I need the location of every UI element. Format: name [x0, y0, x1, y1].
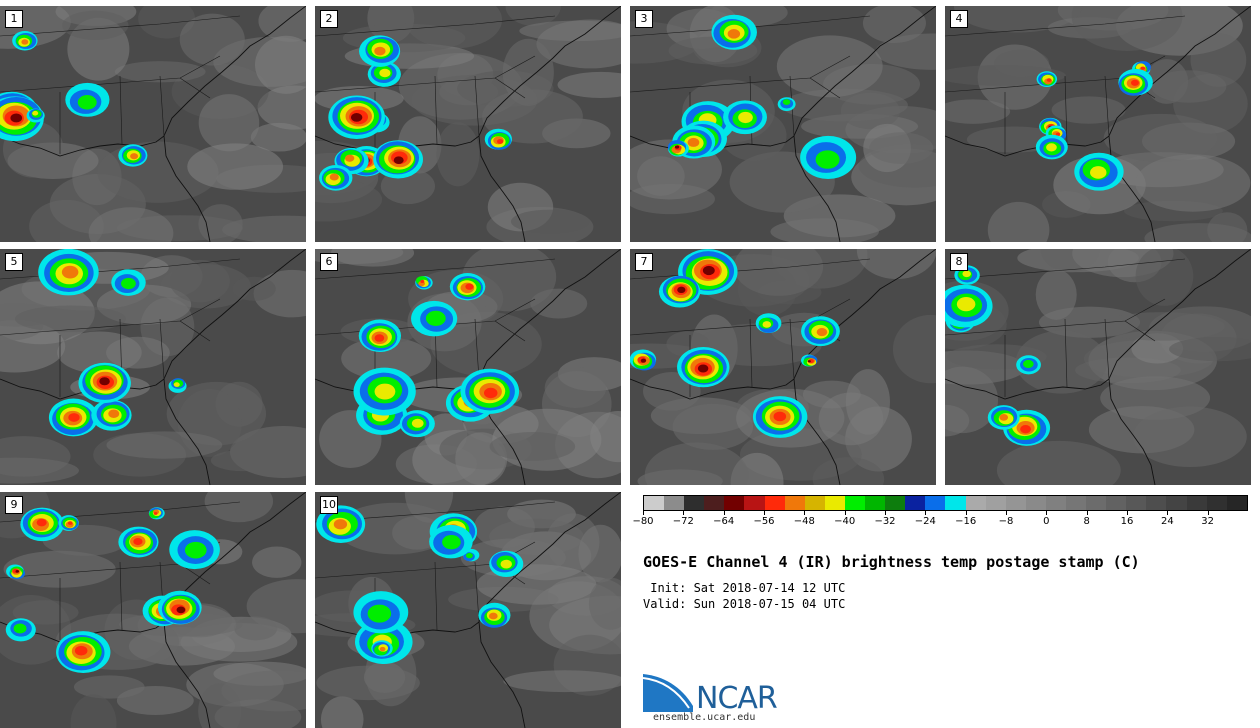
panel-number-label: 2 — [320, 10, 338, 28]
ensemble-member-panel: 2 — [315, 6, 621, 242]
colorbar-swatch — [844, 496, 866, 510]
colorbar-swatch — [1106, 496, 1127, 510]
satellite-ir-map — [630, 249, 936, 485]
ensemble-member-panel: 3 — [630, 6, 936, 242]
colorbar-swatch — [945, 496, 966, 510]
colorbar-tick — [764, 511, 765, 515]
panel-number-label: 8 — [950, 253, 968, 271]
ncar-logo-text: NCAR — [696, 681, 778, 716]
satellite-ir-map — [0, 249, 306, 485]
colorbar-tick-label: 8 — [1083, 516, 1090, 527]
colorbar-tick-label: 0 — [1043, 516, 1050, 527]
colorbar-tick — [1006, 511, 1007, 515]
colorbar-swatch — [985, 496, 1006, 510]
colorbar-tick-label: −8 — [998, 516, 1014, 527]
colorbar-swatch — [1166, 496, 1187, 510]
colorbar-tick-label: −80 — [632, 516, 654, 527]
ensemble-member-panel: 6 — [315, 249, 621, 485]
ensemble-member-panel: 10 — [315, 492, 621, 728]
colorbar-tick-label: −56 — [753, 516, 775, 527]
colorbar-swatch — [784, 496, 805, 510]
colorbar — [643, 495, 1248, 511]
satellite-ir-map — [315, 492, 621, 728]
colorbar-swatch — [1025, 496, 1046, 510]
satellite-ir-map — [945, 6, 1251, 242]
colorbar-tick — [965, 511, 967, 515]
colorbar-tick-label: −48 — [793, 516, 815, 527]
panel-number-label: 7 — [635, 253, 653, 271]
colorbar-swatch — [865, 496, 886, 510]
colorbar-swatch — [684, 496, 705, 510]
colorbar-tick — [1086, 511, 1088, 515]
colorbar-tick-label: −32 — [874, 516, 896, 527]
colorbar-tick-label: −72 — [672, 516, 694, 527]
colorbar-tick-label: 32 — [1201, 516, 1215, 527]
colorbar-swatch — [1206, 496, 1227, 510]
ensemble-member-panel: 7 — [630, 249, 936, 485]
ensemble-member-panel: 9 — [0, 492, 306, 728]
colorbar-tick — [804, 511, 806, 515]
panel-number-label: 4 — [950, 10, 968, 28]
colorbar-tick — [1046, 511, 1048, 515]
satellite-ir-map — [315, 249, 621, 485]
panel-number-label: 3 — [635, 10, 653, 28]
colorbar-swatch — [1146, 496, 1167, 510]
figure-title: GOES-E Channel 4 (IR) brightness temp po… — [643, 553, 1140, 571]
colorbar-tick-label: −40 — [834, 516, 856, 527]
satellite-ir-map — [945, 249, 1251, 485]
colorbar-swatch — [1005, 496, 1026, 510]
colorbar-tick-label: −24 — [914, 516, 936, 527]
colorbar-swatch — [824, 496, 845, 510]
init-time: Init: Sat 2018-07-14 12 UTC — [643, 581, 846, 595]
colorbar-swatch — [965, 496, 986, 510]
colorbar-tick — [723, 511, 725, 515]
colorbar-tick — [1207, 511, 1209, 515]
colorbar-swatch — [664, 496, 685, 510]
colorbar-tick — [1167, 511, 1169, 515]
satellite-ir-map — [0, 492, 306, 728]
colorbar-swatch — [925, 496, 946, 510]
colorbar-tick — [1127, 511, 1128, 515]
colorbar-ticks: −80 −72 −64 −56 −48 −40 −32 −24 −16 −8 0 8 16 24 32 — [632, 511, 1248, 533]
colorbar-swatch — [1065, 496, 1087, 510]
colorbar-tick-label: 16 — [1120, 516, 1134, 527]
panel-number-label: 5 — [5, 253, 23, 271]
ncar-logo-icon — [643, 674, 693, 712]
colorbar-swatch — [704, 496, 725, 510]
ensemble-member-panel: 5 — [0, 249, 306, 485]
panel-number-label: 1 — [5, 10, 23, 28]
colorbar-swatch — [764, 496, 785, 510]
valid-time: Valid: Sun 2018-07-15 04 UTC — [643, 597, 846, 611]
panel-number-label: 9 — [5, 496, 23, 514]
colorbar-swatch — [1226, 496, 1247, 510]
colorbar-tick — [683, 511, 685, 515]
colorbar-tick — [643, 511, 644, 515]
panel-number-label: 10 — [320, 496, 338, 514]
colorbar-tick-label: 24 — [1160, 516, 1174, 527]
colorbar-swatch — [804, 496, 825, 510]
colorbar-swatch — [885, 496, 906, 510]
colorbar-swatch — [744, 496, 765, 510]
colorbar-swatch — [1045, 496, 1066, 510]
colorbar-tick-label: −16 — [955, 516, 977, 527]
ensemble-member-panel: 1 — [0, 6, 306, 242]
colorbar-tick — [925, 511, 927, 515]
ensemble-member-panel: 4 — [945, 6, 1251, 242]
logo-url: ensemble.ucar.edu — [653, 712, 756, 723]
panel-number-label: 6 — [320, 253, 338, 271]
colorbar-swatch — [1126, 496, 1147, 510]
satellite-ir-map — [630, 6, 936, 242]
colorbar-swatch — [905, 496, 926, 510]
satellite-ir-map — [0, 6, 306, 242]
colorbar-tick — [885, 511, 886, 515]
satellite-ir-map — [315, 6, 621, 242]
colorbar-tick — [844, 511, 846, 515]
colorbar-swatch — [1186, 496, 1207, 510]
colorbar-tick-label: −64 — [713, 516, 735, 527]
colorbar-swatch — [1086, 496, 1107, 510]
ensemble-member-panel: 8 — [945, 249, 1251, 485]
colorbar-swatch — [724, 496, 745, 510]
colorbar-swatch — [644, 496, 665, 510]
